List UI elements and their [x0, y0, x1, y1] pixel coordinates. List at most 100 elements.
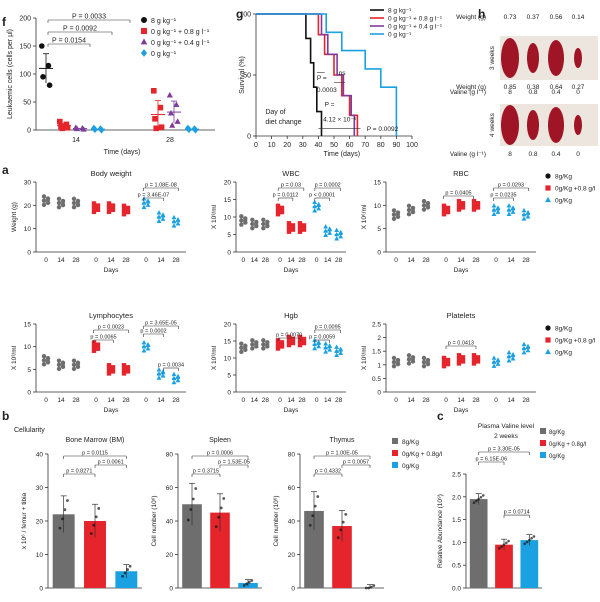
a-x-tick-label: 14 — [157, 257, 165, 264]
a-point — [297, 229, 303, 234]
a-point — [250, 346, 255, 351]
a-x-tick-label: 0 — [278, 397, 282, 404]
h-spleen-specimen — [548, 40, 564, 76]
a-x-axis-label: Days — [104, 267, 120, 274]
g-x-tick-label: 90 — [393, 142, 401, 149]
a-point — [95, 203, 101, 208]
a-pvalue-label: p = 3.65E-05 — [145, 321, 177, 327]
c-pvalue-label: p = 6.15E-06 — [476, 457, 508, 463]
g-x-axis-label: Time (days) — [323, 151, 360, 158]
a-x-tick-label: 14 — [107, 397, 115, 404]
c-point — [505, 541, 508, 545]
a-point — [456, 207, 462, 212]
b-y-axis-label: Cell number (10⁶) — [273, 495, 280, 546]
a-pvalue-label: p < 0.0001 — [309, 193, 335, 199]
c-y-tick-label: 0.0 — [452, 586, 461, 593]
a-point — [395, 214, 401, 219]
a-point — [475, 355, 481, 360]
a-point — [279, 344, 285, 349]
a-point — [445, 209, 451, 215]
a-x-tick-label: 14 — [507, 257, 515, 264]
h-valine-value: 0.8 — [528, 151, 537, 158]
g-survival-line — [256, 13, 356, 136]
h-weight-label: Weight (g) — [456, 84, 486, 91]
f-y-tick-label: 0 — [27, 128, 31, 135]
b-legend-label: 0g/Kg + 0.8g/l — [402, 451, 443, 458]
f-point — [166, 91, 173, 98]
a-legend-marker — [545, 173, 551, 179]
f-point — [157, 104, 164, 111]
a-point — [297, 334, 303, 340]
a-point — [445, 361, 451, 367]
a-x-tick-label: 0 — [94, 397, 98, 404]
a-y-tick-label: 20 — [224, 322, 232, 329]
b-pvalue-label: p = 0.8271 — [66, 469, 92, 475]
a-point — [279, 340, 285, 345]
b-point — [126, 568, 129, 571]
b-pvalue-label: p = 1.53E-05 — [218, 460, 250, 466]
panel-label-h: h — [478, 7, 485, 21]
b-y-tick-label: 40 — [288, 519, 296, 526]
a-pvalue-label: p = 0.0070 — [276, 333, 302, 339]
a-subplot-title: Platelets — [447, 311, 476, 320]
a-x-axis-label: Days — [454, 267, 470, 274]
c-y-tick-label: 2.5 — [452, 472, 461, 479]
a-x-tick-label: 0 — [242, 257, 246, 264]
b-point — [128, 564, 132, 568]
a-point — [261, 217, 266, 222]
a-point — [45, 200, 51, 205]
f-legend-label: 0 g kg⁻¹ + 0.8 g l⁻¹ — [151, 29, 210, 36]
b-point — [313, 504, 317, 508]
a-x-tick-label: 28 — [172, 257, 180, 264]
a-point — [338, 233, 344, 239]
c-point — [530, 536, 533, 540]
f-legend-label: 0 g kg⁻¹ — [151, 51, 177, 58]
a-point — [56, 358, 62, 363]
a-x-tick-label: 14 — [324, 257, 332, 264]
a-point — [445, 357, 451, 363]
a-point — [156, 218, 162, 223]
a-pvalue-label: p = 3.46E-07 — [138, 193, 170, 199]
a-y-tick-label: 0 — [227, 390, 231, 397]
g-y-tick-label: 50 — [243, 73, 251, 80]
a-point — [495, 361, 501, 366]
b-pvalue-label: p = 0.4332 — [315, 469, 341, 475]
b-point — [191, 497, 195, 501]
h-weight-value: 0.27 — [572, 84, 585, 91]
h-weight-value: 0.56 — [550, 14, 563, 21]
a-point — [71, 205, 77, 210]
a-point — [141, 348, 147, 353]
a-point — [395, 361, 401, 367]
a-point — [506, 349, 512, 355]
a-pvalue-label: p = 0.0002 — [315, 183, 341, 189]
a-x-axis-label: Days — [454, 407, 470, 414]
b-bar — [182, 504, 202, 588]
a-point — [410, 355, 416, 360]
a-point — [316, 343, 322, 349]
a-point — [106, 371, 112, 376]
a-point — [171, 379, 177, 385]
f-point — [153, 125, 159, 132]
g-legend-label: 0 g kg⁻¹ + 0.4 g l⁻¹ — [388, 24, 443, 31]
a-point — [323, 349, 329, 354]
b-y-tick-label: 10 — [36, 552, 44, 559]
h-spleen-specimen — [548, 107, 564, 143]
a-x-tick-label: 0 — [315, 257, 319, 264]
c-point — [498, 547, 501, 550]
a-point — [156, 210, 162, 215]
h-weight-value: 0.64 — [550, 84, 563, 91]
a-subplot-title: Hgb — [284, 311, 298, 320]
h-weight-value: 0.14 — [572, 14, 585, 21]
b-point — [222, 497, 226, 500]
a-y-tick-label: 5 — [227, 373, 231, 380]
f-y-tick-label: 50 — [23, 100, 31, 107]
a-x-tick-label: 28 — [122, 257, 130, 264]
a-legend-marker — [545, 325, 551, 331]
b-pvalue-label: p = 0.3715 — [193, 469, 219, 475]
h-weight-value: 0.85 — [504, 84, 517, 91]
a-pvalue-label: p = 0.0235 — [490, 193, 516, 199]
a-point — [250, 217, 255, 222]
b-point — [250, 579, 254, 582]
f-legend-marker — [140, 38, 148, 45]
a-point — [286, 221, 292, 226]
